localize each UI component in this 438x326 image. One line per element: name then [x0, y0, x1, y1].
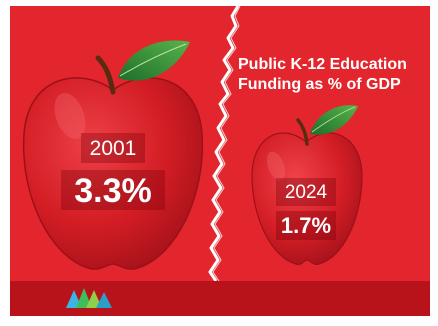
headline-line-2: Funding as % of GDP [238, 75, 428, 95]
torn-divider [208, 6, 241, 282]
leaf-icon [310, 105, 358, 135]
headline: Public K-12 Education Funding as % of GD… [238, 55, 428, 95]
apple-icon [22, 55, 204, 270]
percent-2024-value: 1.7% [276, 211, 336, 240]
headline-line-2-prefix: Funding as [238, 76, 328, 93]
mountain-logo-icon [66, 288, 112, 308]
year-2001-label: 2001 [81, 133, 145, 163]
footer-band [10, 281, 430, 316]
headline-line-2-emphasis: % of GDP [327, 76, 401, 93]
year-2024-label: 2024 [276, 178, 336, 206]
footer-fine-print [126, 285, 422, 308]
leaf-icon [118, 40, 190, 81]
apple-icon [251, 118, 363, 265]
illustration [22, 6, 363, 282]
percent-2001-value: 3.3% [61, 170, 165, 210]
infographic-frame: 2001 3.3% 2024 1.7% Public K-12 Educatio… [10, 6, 430, 316]
headline-line-1: Public K-12 Education [238, 56, 407, 73]
